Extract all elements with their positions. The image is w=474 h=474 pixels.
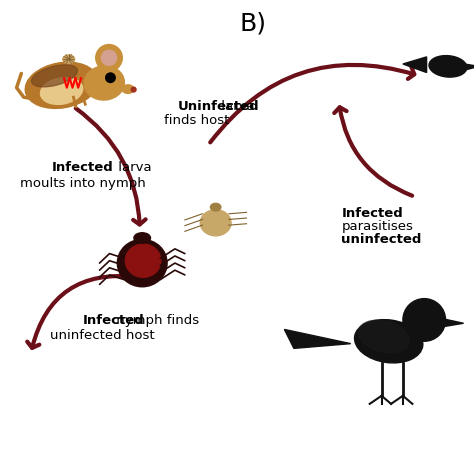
Circle shape bbox=[403, 299, 446, 341]
Ellipse shape bbox=[358, 320, 410, 353]
Ellipse shape bbox=[200, 210, 231, 236]
Text: Infected: Infected bbox=[52, 161, 114, 174]
Circle shape bbox=[106, 73, 115, 82]
Text: parasitises: parasitises bbox=[341, 220, 413, 233]
Polygon shape bbox=[284, 329, 351, 348]
Ellipse shape bbox=[125, 244, 161, 277]
Text: larva: larva bbox=[217, 100, 254, 113]
Polygon shape bbox=[403, 57, 427, 73]
Text: Uninfected: Uninfected bbox=[178, 100, 259, 113]
Ellipse shape bbox=[25, 62, 98, 109]
Ellipse shape bbox=[31, 65, 78, 87]
Ellipse shape bbox=[429, 55, 467, 77]
Ellipse shape bbox=[40, 78, 83, 104]
Text: Infected: Infected bbox=[341, 207, 403, 220]
Text: uninfected: uninfected bbox=[341, 233, 422, 246]
Polygon shape bbox=[465, 64, 474, 70]
Circle shape bbox=[96, 45, 122, 71]
Text: uninfected host: uninfected host bbox=[50, 328, 155, 342]
Text: B): B) bbox=[239, 12, 266, 36]
Ellipse shape bbox=[84, 66, 124, 100]
Ellipse shape bbox=[355, 319, 423, 363]
Ellipse shape bbox=[117, 239, 167, 287]
Text: moults into nymph: moults into nymph bbox=[20, 177, 146, 190]
Polygon shape bbox=[441, 319, 464, 327]
Ellipse shape bbox=[134, 233, 150, 243]
Ellipse shape bbox=[63, 55, 75, 64]
Text: Infected: Infected bbox=[83, 314, 145, 328]
Text: nymph finds: nymph finds bbox=[112, 314, 200, 328]
Circle shape bbox=[101, 50, 117, 65]
Ellipse shape bbox=[210, 203, 221, 211]
Text: finds host: finds host bbox=[164, 114, 230, 128]
Text: larva: larva bbox=[114, 161, 151, 174]
Ellipse shape bbox=[122, 85, 134, 93]
Circle shape bbox=[131, 87, 136, 92]
